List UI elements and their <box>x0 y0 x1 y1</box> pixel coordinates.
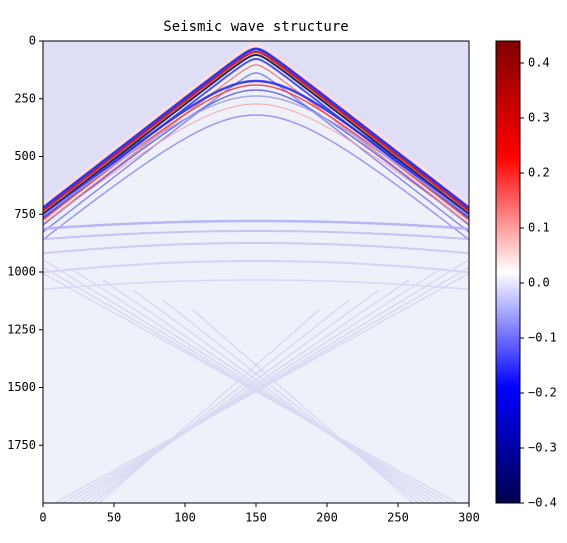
colorbar-tick-label: 0.2 <box>528 166 550 180</box>
y-tick-label: 250 <box>14 91 36 105</box>
colorbar-tick-label: −0.4 <box>528 496 557 510</box>
scatter-wave <box>192 309 415 503</box>
scatter-wave <box>97 309 320 503</box>
colorbar-tick-label: −0.1 <box>528 331 557 345</box>
chart-title: Seismic wave structure <box>163 19 348 35</box>
wave-front <box>43 58 469 219</box>
wave-front <box>43 230 469 241</box>
scatter-wave <box>86 289 380 503</box>
scatter-wave <box>67 259 469 503</box>
x-tick-label: 300 <box>458 511 480 525</box>
wave-front <box>43 103 469 225</box>
direct-wave-zone <box>43 41 469 202</box>
x-tick-label: 250 <box>387 511 409 525</box>
wave-front <box>43 242 469 255</box>
y-tick-label: 0 <box>29 34 36 48</box>
wave-front <box>43 47 469 210</box>
wave-front <box>43 114 469 241</box>
x-tick-label: 100 <box>174 511 196 525</box>
y-tick-label: 750 <box>14 207 36 221</box>
x-tick-label: 0 <box>39 511 46 525</box>
colorbar-tick-label: −0.3 <box>528 441 557 455</box>
colorbar-tick-label: −0.2 <box>528 386 557 400</box>
scatter-wave <box>43 266 452 503</box>
wave-front <box>43 279 469 291</box>
wave-front <box>43 64 469 225</box>
scatter-wave <box>80 279 410 503</box>
seismic-image <box>43 41 469 503</box>
wave-front <box>43 43 469 206</box>
scatter-wave <box>72 269 438 503</box>
colorbar-tick-label: 0.3 <box>528 111 550 125</box>
y-tick-label: 1500 <box>7 380 36 394</box>
wave-front <box>43 260 469 274</box>
wave-front <box>43 89 469 226</box>
wave-front <box>43 79 469 217</box>
colorbar-tick-label: 0.0 <box>528 276 550 290</box>
colorbar-tick-label: 0.1 <box>528 221 550 235</box>
scatter-wave <box>60 266 469 503</box>
colorbar <box>495 40 521 504</box>
scatter-wave <box>43 259 445 503</box>
scatter-wave <box>132 289 426 503</box>
x-tick-label: 50 <box>107 511 121 525</box>
wave-front <box>43 219 469 230</box>
wave-front <box>43 95 469 217</box>
scatter-wave <box>74 269 440 503</box>
y-tick-label: 1000 <box>7 265 36 279</box>
y-tick-label: 1750 <box>7 438 36 452</box>
scatter-wave <box>102 279 432 503</box>
wave-front <box>43 51 469 212</box>
y-tick-label: 1250 <box>7 322 36 336</box>
colorbar-tick-label: 0.4 <box>528 56 550 70</box>
x-tick-label: 200 <box>316 511 338 525</box>
wave-front <box>43 54 469 215</box>
y-tick-label: 500 <box>14 149 36 163</box>
wave-front <box>43 72 469 233</box>
x-tick-label: 150 <box>245 511 267 525</box>
